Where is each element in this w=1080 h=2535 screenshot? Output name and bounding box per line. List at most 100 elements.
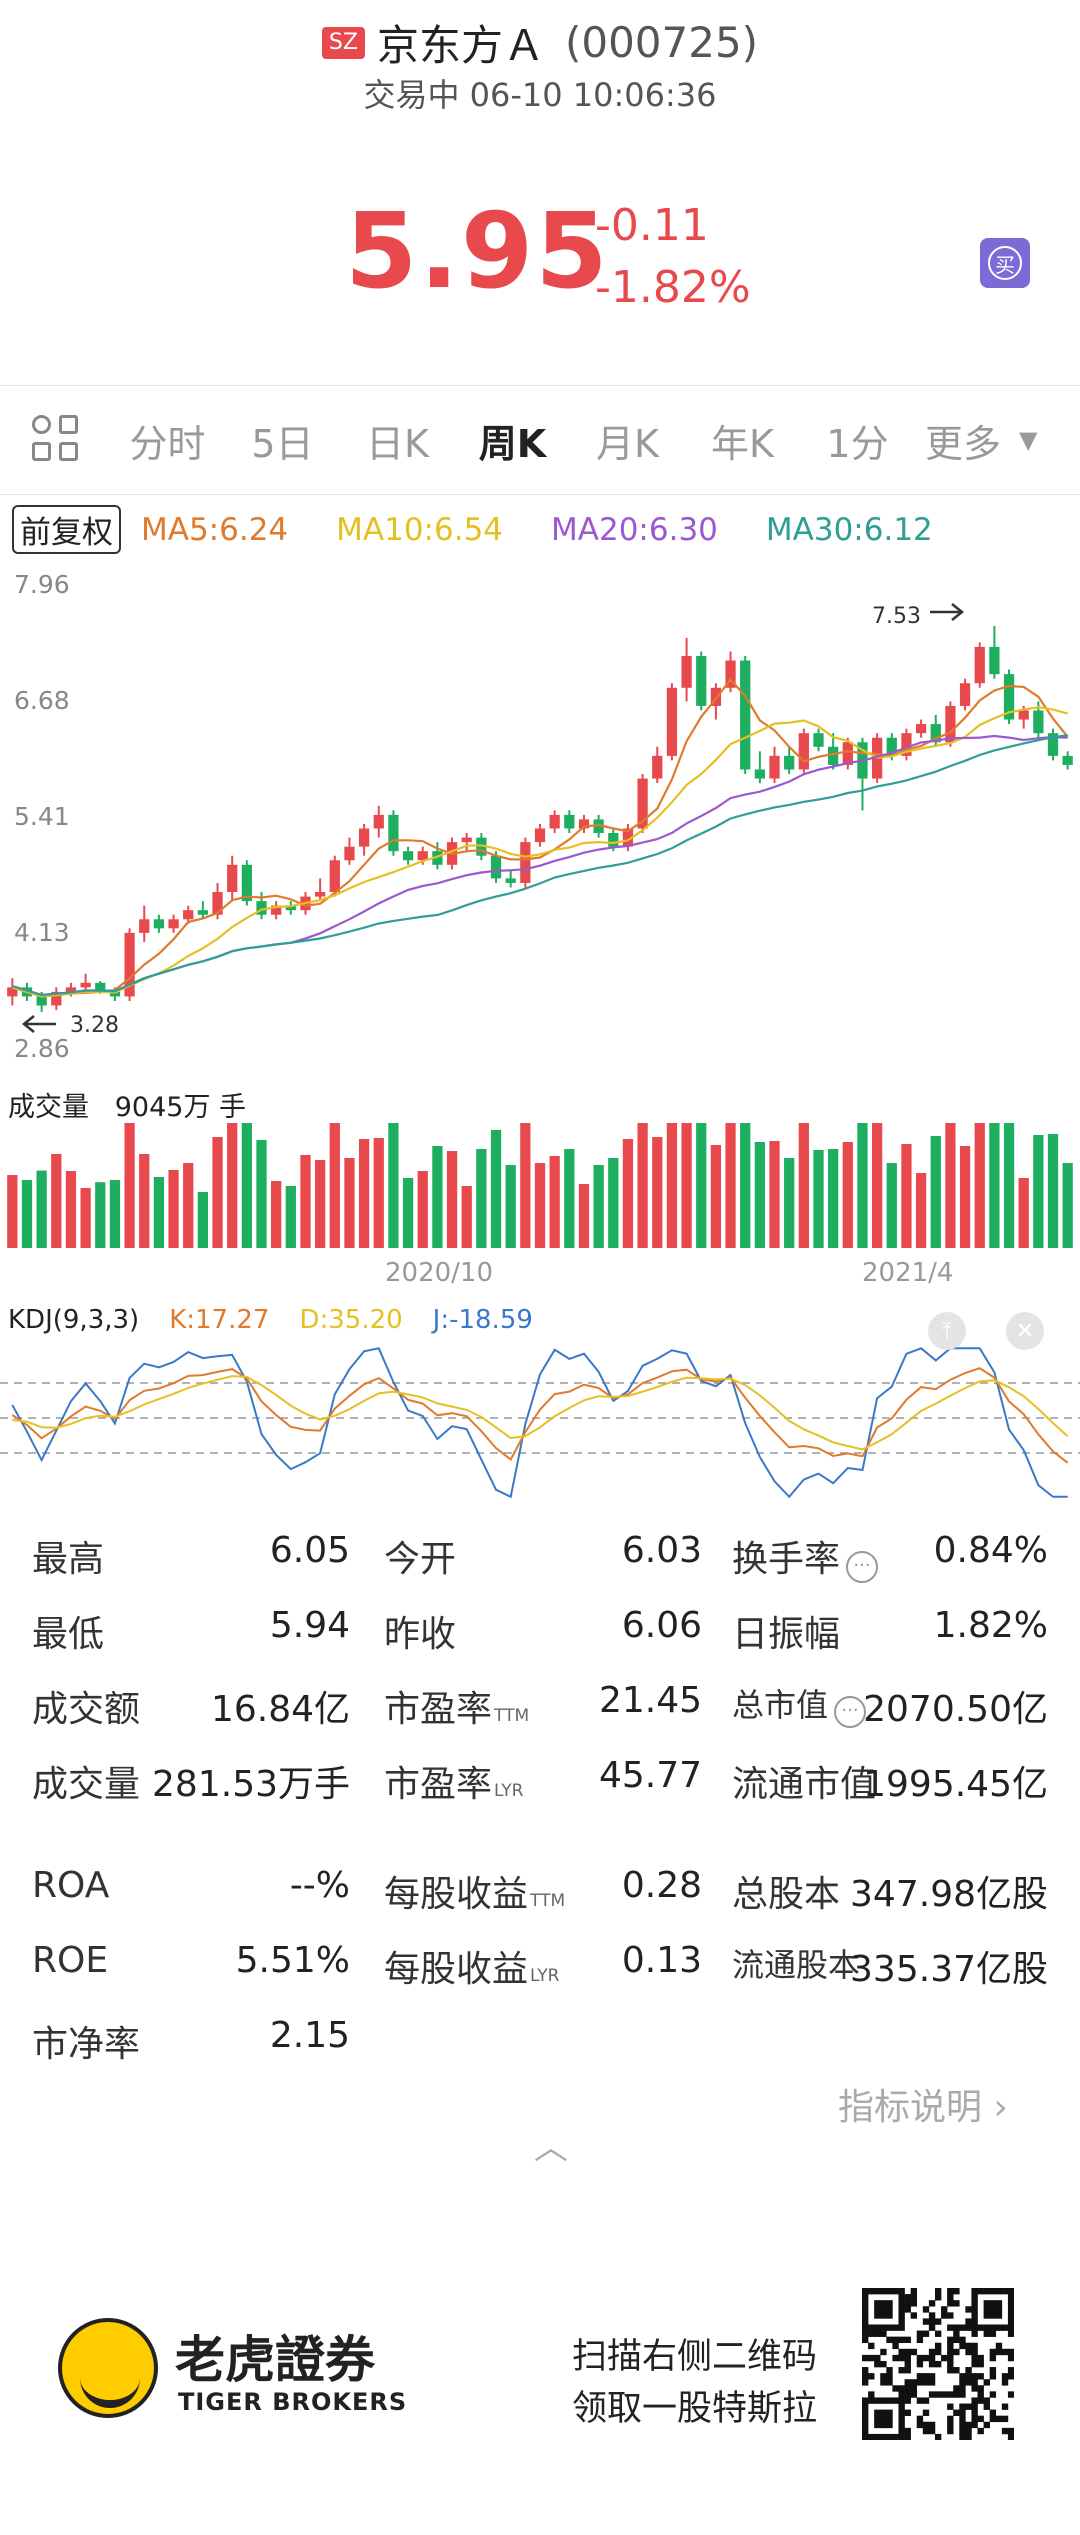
info-more-icon[interactable]: ··· [834,1696,867,1728]
tab-5day[interactable]: 5日 [251,421,314,466]
qr-module [959,2421,966,2429]
qr-module [947,2348,954,2356]
qr-code-icon[interactable] [862,2288,1014,2440]
candle-body [681,655,692,688]
qr-module [947,2336,954,2344]
candle-body [505,878,516,883]
grid-menu-icon[interactable] [32,415,82,465]
volume-bar [784,1158,795,1248]
qr-module [880,2306,887,2313]
y-tick-label: 5.41 [14,802,70,831]
qr-module [862,2306,869,2313]
qr-module [910,2312,918,2319]
tab-daily-k[interactable]: 日K [366,421,429,466]
pin-top-icon[interactable]: ⤒ [928,1312,966,1350]
volume-bar [446,1151,458,1248]
brand-name-en: TIGER BROKERS [178,2388,408,2416]
qr-module [977,2360,984,2368]
info-more-icon[interactable]: ··· [846,1551,879,1583]
qr-module [1001,2379,1009,2386]
tab-1min[interactable]: 1分 [826,421,889,466]
qr-module [953,2385,960,2392]
candle-body [227,864,238,893]
kdj-line [12,1375,1069,1451]
qr-module [874,2397,881,2404]
qr-module [874,2330,881,2337]
adjust-type-button[interactable]: 前复权 [12,505,121,554]
candle-body [80,982,91,988]
stat-cell: 最低 5.94 [32,1605,350,1657]
qr-module [904,2360,911,2368]
qr-module [892,2342,899,2350]
qr-module [868,2342,875,2350]
qr-module [965,2427,972,2435]
qr-module [959,2409,966,2416]
volume-bar [212,1137,223,1248]
qr-module [874,2300,881,2307]
stat-value: 2.15 [269,2015,350,2056]
qr-module [880,2397,887,2404]
qr-module [1007,2373,1014,2380]
tab-monthly-k[interactable]: 月K [596,421,659,466]
volume-bar [197,1192,209,1248]
collapse-chevron-icon[interactable]: ︿ [534,2128,568,2168]
qr-module [862,2330,869,2337]
tab-more[interactable]: 更多 [925,421,1002,466]
qr-module [941,2306,948,2313]
stat-value: 16.84亿 [210,1689,350,1730]
volume-bar [637,1123,648,1248]
volume-bar [124,1123,135,1248]
qr-module [959,2385,966,2392]
buy-icon[interactable]: 买 [980,238,1030,288]
tab-intraday[interactable]: 分时 [129,421,206,466]
qr-module [959,2336,966,2344]
chart-period-tabs: 分时 5日 日K 周K 月K 年K 1分 更多 ▼ [0,385,1080,495]
volume-bar [315,1160,326,1248]
qr-module [947,2403,954,2410]
candle-body [1062,755,1073,765]
candle-body [51,991,62,1006]
qr-module [953,2288,960,2295]
tab-weekly-k[interactable]: 周K [478,421,547,466]
volume-bar [842,1142,853,1248]
qr-module [862,2336,869,2344]
ma-legend: 前复权 MA5:6.24 MA10:6.54 MA20:6.30 MA30:6.… [12,505,981,554]
candlestick-chart[interactable]: 7.53 3.28 [0,560,1080,1500]
volume-bar [139,1154,150,1248]
qr-module [898,2403,905,2410]
stat-value: 2070.50亿 [863,1689,1048,1730]
candle-body [549,814,560,829]
qr-module [934,2348,942,2356]
dropdown-arrow-icon[interactable]: ▼ [1019,426,1038,454]
qr-module [910,2300,918,2307]
kdj-title[interactable]: KDJ(9,3,3) [8,1305,140,1335]
candle-body [95,982,106,992]
stat-cell: 最高 6.05 [32,1530,350,1582]
qr-module [983,2379,990,2386]
qr-module [868,2330,875,2337]
close-indicator-icon[interactable]: ✕ [1006,1312,1044,1350]
volume-bar [520,1123,531,1248]
stat-cell: 市盈率 LYR 45.77 [384,1755,702,1807]
tab-yearly-k[interactable]: 年K [711,421,774,466]
volume-bar [256,1140,267,1248]
qr-module [965,2421,972,2429]
volume-bar [622,1139,634,1248]
qr-module [874,2409,881,2416]
qr-module [965,2403,972,2410]
qr-module [989,2415,997,2423]
qr-module [868,2288,875,2295]
qr-module [910,2385,918,2392]
indicator-explanation-link[interactable]: 指标说明 › [838,2087,1008,2128]
qr-module [971,2373,978,2380]
candle-body [402,851,414,861]
qr-module [928,2354,936,2362]
qr-module [983,2330,990,2337]
promo-text-line1: 扫描右侧二维码 [572,2337,818,2377]
volume-bar [828,1149,839,1248]
candle-body [285,905,296,911]
volume-bar [549,1156,560,1248]
qr-module [959,2391,966,2398]
qr-module [989,2354,997,2362]
qr-module [971,2318,978,2325]
